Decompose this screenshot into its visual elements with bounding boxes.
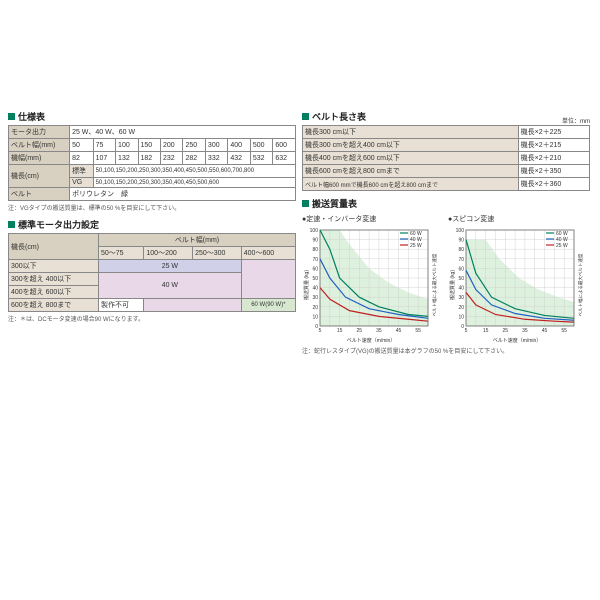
- svg-text:15: 15: [483, 328, 489, 334]
- belt-len-title: ベルト長さ表: [312, 110, 366, 123]
- svg-text:搬送質量 (kg): 搬送質量 (kg): [303, 270, 310, 300]
- motor-note: 注：＊は、DCモータ変速の場合90 Wになります。: [8, 314, 296, 323]
- svg-text:40: 40: [312, 286, 318, 292]
- svg-text:30: 30: [312, 295, 318, 301]
- svg-text:50: 50: [312, 276, 318, 282]
- svg-text:30: 30: [458, 295, 464, 301]
- svg-text:80: 80: [458, 247, 464, 253]
- svg-text:70: 70: [458, 257, 464, 263]
- svg-text:45: 45: [542, 328, 548, 334]
- spec-table: モータ出力25 W、40 W、60 W ベルト幅(mm) 50751001502…: [8, 125, 296, 201]
- bullet-icon: [8, 221, 15, 228]
- svg-text:5: 5: [319, 328, 322, 334]
- svg-text:70: 70: [312, 257, 318, 263]
- svg-text:35: 35: [522, 328, 528, 334]
- svg-text:10: 10: [458, 314, 464, 320]
- bullet-icon: [8, 113, 15, 120]
- svg-text:20: 20: [458, 305, 464, 311]
- bullet-icon: [302, 200, 309, 207]
- chart-svg: 01020304050607080901005152535455560 W40 …: [302, 226, 440, 344]
- svg-text:100: 100: [456, 228, 465, 234]
- motor-title: 標準モータ出力設定: [18, 218, 99, 231]
- svg-text:90: 90: [458, 238, 464, 244]
- svg-text:40: 40: [458, 286, 464, 292]
- capacity-section: 搬送質量表 ●定速・インバータ変速 0102030405060708090100…: [302, 197, 590, 355]
- svg-text:80: 80: [312, 247, 318, 253]
- belt-length-section: ベルト長さ表 単位：mm 機長300 cm以下機長×2＋225 機長300 cm…: [302, 110, 590, 191]
- svg-text:45: 45: [396, 328, 402, 334]
- svg-text:ベルト幅による最大ベルト速度: ベルト幅による最大ベルト速度: [431, 253, 438, 316]
- svg-text:25: 25: [356, 328, 362, 334]
- svg-text:15: 15: [337, 328, 343, 334]
- svg-text:25 W: 25 W: [410, 243, 422, 249]
- svg-text:25 W: 25 W: [556, 243, 568, 249]
- motor-table-section: 標準モータ出力設定 機長(cm)ベルト幅(mm) 50～75100～200250…: [8, 218, 296, 323]
- svg-text:50: 50: [458, 276, 464, 282]
- svg-text:100: 100: [310, 228, 319, 234]
- chart-1: ●定速・インバータ変速 0102030405060708090100515253…: [302, 214, 444, 344]
- bullet-icon: [302, 113, 309, 120]
- chart-svg: 01020304050607080901005152535455560 W40 …: [448, 226, 586, 344]
- svg-text:20: 20: [312, 305, 318, 311]
- belt-len-unit: 単位：mm: [562, 116, 590, 125]
- svg-text:35: 35: [376, 328, 382, 334]
- spec-title: 仕様表: [18, 110, 45, 123]
- svg-text:55: 55: [415, 328, 421, 334]
- capacity-note: 注：蛇行レスタイプ(VG)の搬送質量は本グラフの50 %を目安にして下さい。: [302, 346, 590, 355]
- svg-text:10: 10: [312, 314, 318, 320]
- svg-text:ベルト速度（m/min）: ベルト速度（m/min）: [493, 337, 542, 344]
- svg-text:5: 5: [465, 328, 468, 334]
- motor-table: 機長(cm)ベルト幅(mm) 50～75100～200250～300400～60…: [8, 233, 296, 312]
- belt-length-table: 機長300 cm以下機長×2＋225 機長300 cmを超え400 cm以下機長…: [302, 125, 590, 191]
- svg-text:ベルト幅による最大ベルト速度: ベルト幅による最大ベルト速度: [577, 253, 584, 316]
- svg-text:搬送質量 (kg): 搬送質量 (kg): [449, 270, 456, 300]
- svg-text:25: 25: [502, 328, 508, 334]
- svg-text:ベルト速度（m/min）: ベルト速度（m/min）: [347, 337, 396, 344]
- spec-note: 注：VGタイプの搬送質量は、標準の50 %を目安にして下さい。: [8, 203, 296, 212]
- svg-text:60: 60: [458, 266, 464, 272]
- spec-table-section: 仕様表 モータ出力25 W、40 W、60 W ベルト幅(mm) 5075100…: [8, 110, 296, 212]
- capacity-title: 搬送質量表: [312, 197, 357, 210]
- svg-text:55: 55: [561, 328, 567, 334]
- svg-text:60: 60: [312, 266, 318, 272]
- chart-2: ●スピコン変速 01020304050607080901005152535455…: [448, 214, 590, 344]
- svg-text:90: 90: [312, 238, 318, 244]
